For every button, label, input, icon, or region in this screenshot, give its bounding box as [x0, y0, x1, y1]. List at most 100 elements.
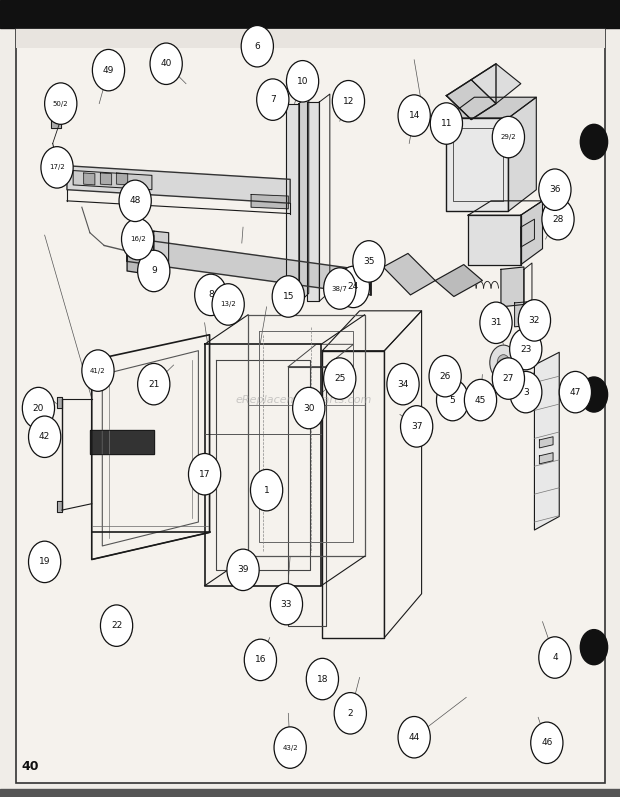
Text: 45: 45: [475, 395, 486, 405]
Polygon shape: [435, 265, 482, 296]
Polygon shape: [446, 97, 536, 118]
Text: 16: 16: [255, 655, 266, 665]
Text: 40: 40: [22, 760, 39, 773]
Text: 18: 18: [317, 674, 328, 684]
Text: 33: 33: [281, 599, 292, 609]
Text: 3: 3: [523, 387, 529, 397]
Polygon shape: [84, 173, 95, 185]
Text: 16/2: 16/2: [130, 236, 146, 242]
Circle shape: [539, 637, 571, 678]
Circle shape: [464, 379, 497, 421]
Text: 15: 15: [283, 292, 294, 301]
Circle shape: [334, 693, 366, 734]
Circle shape: [212, 284, 244, 325]
Circle shape: [22, 387, 55, 429]
Circle shape: [29, 416, 61, 457]
Polygon shape: [57, 501, 62, 512]
Circle shape: [480, 302, 512, 344]
Circle shape: [244, 639, 277, 681]
Text: 32: 32: [529, 316, 540, 325]
Text: 12: 12: [343, 96, 354, 106]
Circle shape: [286, 61, 319, 102]
Text: 39: 39: [237, 565, 249, 575]
Circle shape: [531, 722, 563, 764]
Text: 41/2: 41/2: [90, 367, 106, 374]
Text: 11: 11: [441, 119, 452, 128]
Circle shape: [45, 83, 77, 124]
Polygon shape: [501, 267, 524, 307]
Text: 50/2: 50/2: [53, 100, 69, 107]
Text: 36: 36: [549, 185, 560, 194]
Text: 37: 37: [411, 422, 422, 431]
Circle shape: [353, 241, 385, 282]
Bar: [16, 29, 604, 48]
Circle shape: [92, 49, 125, 91]
Polygon shape: [471, 64, 521, 104]
Polygon shape: [90, 430, 154, 454]
Circle shape: [324, 358, 356, 399]
Text: eReplacementParts.com: eReplacementParts.com: [236, 395, 372, 405]
Polygon shape: [539, 437, 553, 448]
Text: 23: 23: [520, 344, 531, 354]
Text: 14: 14: [409, 111, 420, 120]
Text: 7: 7: [270, 95, 276, 104]
Polygon shape: [154, 231, 169, 273]
Polygon shape: [446, 80, 496, 120]
Text: 44: 44: [409, 732, 420, 742]
Circle shape: [332, 80, 365, 122]
Bar: [0, 789, 620, 797]
Text: 28: 28: [552, 214, 564, 224]
Polygon shape: [383, 253, 435, 295]
Text: 6: 6: [254, 41, 260, 51]
Text: 8: 8: [208, 290, 214, 300]
Circle shape: [542, 198, 574, 240]
Text: 40: 40: [161, 59, 172, 69]
Circle shape: [539, 169, 571, 210]
Polygon shape: [127, 231, 154, 275]
Circle shape: [510, 371, 542, 413]
Circle shape: [150, 43, 182, 84]
Circle shape: [387, 363, 419, 405]
Circle shape: [195, 274, 227, 316]
Circle shape: [492, 358, 525, 399]
Text: 25: 25: [334, 374, 345, 383]
Text: 35: 35: [363, 257, 374, 266]
Text: 24: 24: [348, 282, 359, 292]
Text: 21: 21: [148, 379, 159, 389]
Circle shape: [257, 79, 289, 120]
Text: 1: 1: [264, 485, 270, 495]
Text: 9: 9: [151, 266, 157, 276]
Text: 31: 31: [490, 318, 502, 328]
Circle shape: [272, 276, 304, 317]
Text: 10: 10: [297, 77, 308, 86]
Circle shape: [580, 377, 608, 412]
Polygon shape: [73, 171, 152, 190]
Circle shape: [580, 124, 608, 159]
Bar: [0, 0, 620, 28]
Polygon shape: [521, 201, 542, 265]
Polygon shape: [117, 173, 128, 185]
Text: 5: 5: [450, 395, 456, 405]
Circle shape: [293, 387, 325, 429]
Text: 30: 30: [303, 403, 314, 413]
Polygon shape: [299, 96, 309, 303]
Circle shape: [559, 371, 591, 413]
Polygon shape: [446, 118, 508, 211]
Polygon shape: [515, 301, 534, 327]
Circle shape: [29, 541, 61, 583]
Text: 27: 27: [503, 374, 514, 383]
Text: 13/2: 13/2: [220, 301, 236, 308]
Text: 46: 46: [541, 738, 552, 748]
Circle shape: [510, 328, 542, 370]
Text: 47: 47: [570, 387, 581, 397]
Text: 38/7: 38/7: [332, 285, 348, 292]
Circle shape: [337, 266, 370, 308]
Polygon shape: [57, 397, 62, 408]
Circle shape: [227, 549, 259, 591]
Text: 34: 34: [397, 379, 409, 389]
Text: 22: 22: [111, 621, 122, 630]
Text: 17: 17: [199, 469, 210, 479]
Text: 43/2: 43/2: [282, 744, 298, 751]
Circle shape: [241, 26, 273, 67]
Circle shape: [429, 355, 461, 397]
